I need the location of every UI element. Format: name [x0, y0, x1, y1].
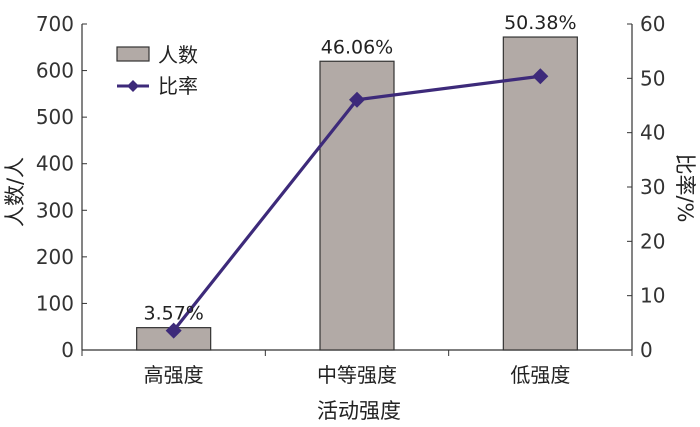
- data-label: 3.57%: [143, 303, 203, 325]
- line-series: [165, 68, 549, 339]
- line-point: [532, 68, 549, 85]
- line-point: [349, 91, 365, 108]
- y-tick-label: 300: [36, 198, 74, 222]
- line-point: [165, 322, 182, 339]
- x-tick-label: 低强度: [510, 363, 570, 387]
- bar: [319, 60, 395, 351]
- y-tick-label: 400: [36, 152, 74, 176]
- data-label: 50.38%: [504, 12, 576, 34]
- y-tick-label: 600: [36, 59, 74, 83]
- legend-bar-swatch: [116, 46, 150, 62]
- legend-line-marker: [127, 80, 139, 92]
- y-tick-label: 500: [36, 105, 74, 129]
- y-tick-label: 700: [36, 12, 74, 36]
- x-tick-label: 高强度: [144, 363, 204, 387]
- legend-bar-label: 人数: [158, 43, 198, 67]
- y2-tick-label: 0: [640, 338, 653, 362]
- data-labels: 3.57% 46.06% 50.38%: [143, 12, 576, 325]
- axes: 0 100 200 300 400 500 600 700 0 10 20 30 40 50 60 高强度 中等…: [36, 12, 666, 387]
- y2-tick-label: 60: [640, 12, 665, 36]
- y2-tick-label: 40: [640, 121, 665, 145]
- y2-tick-label: 10: [640, 284, 665, 308]
- y-tick-label: 0: [61, 338, 74, 362]
- y-tick-label: 100: [36, 291, 74, 315]
- data-label: 46.06%: [321, 36, 393, 58]
- legend-line-label: 比率: [158, 74, 198, 98]
- y2-axis-title: 比率/%: [673, 153, 697, 222]
- y2-tick-label: 20: [640, 229, 665, 253]
- y2-tick-label: 30: [640, 175, 665, 199]
- x-tick-label: 中等强度: [317, 363, 397, 387]
- y2-tick-label: 50: [640, 66, 665, 90]
- bar: [502, 36, 578, 351]
- y-tick-label: 200: [36, 245, 74, 269]
- legend: 人数 比率: [116, 43, 198, 98]
- x-axis-title: 活动强度: [317, 399, 401, 423]
- y-axis-title: 人数/人: [3, 157, 27, 227]
